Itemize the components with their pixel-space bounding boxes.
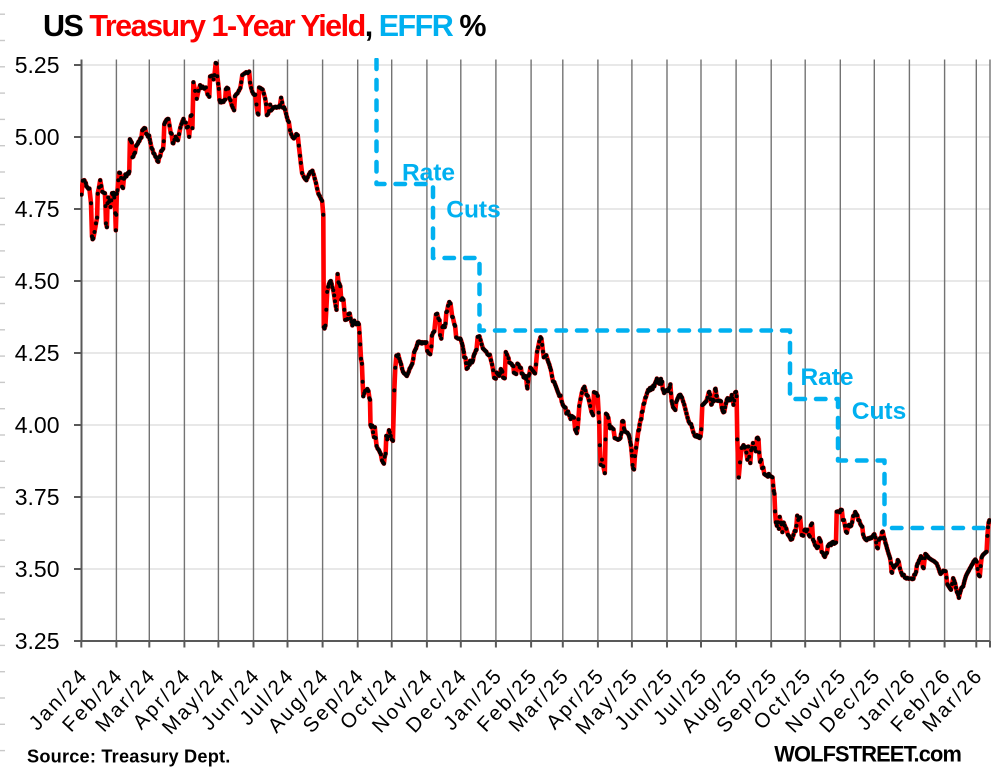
svg-text:Source: Treasury Dept.: Source: Treasury Dept. <box>27 747 231 767</box>
svg-text:5.00: 5.00 <box>15 124 60 150</box>
svg-text:3.50: 3.50 <box>15 556 60 582</box>
svg-text:4.50: 4.50 <box>15 268 60 294</box>
svg-text:4.75: 4.75 <box>15 196 60 222</box>
svg-text:WOLFSTREET.com: WOLFSTREET.com <box>774 742 961 767</box>
svg-text:3.25: 3.25 <box>15 628 60 654</box>
svg-text:Cuts: Cuts <box>446 197 500 224</box>
svg-text:4.25: 4.25 <box>15 340 60 366</box>
svg-text:5.25: 5.25 <box>15 52 60 78</box>
svg-text:Rate: Rate <box>402 160 455 187</box>
svg-text:US Treasury 1-Year Yield, EFFR: US Treasury 1-Year Yield, EFFR % <box>43 9 486 43</box>
svg-text:Cuts: Cuts <box>852 398 906 425</box>
svg-text:4.00: 4.00 <box>15 412 60 438</box>
svg-text:Rate: Rate <box>800 364 853 391</box>
svg-text:3.75: 3.75 <box>15 484 60 510</box>
